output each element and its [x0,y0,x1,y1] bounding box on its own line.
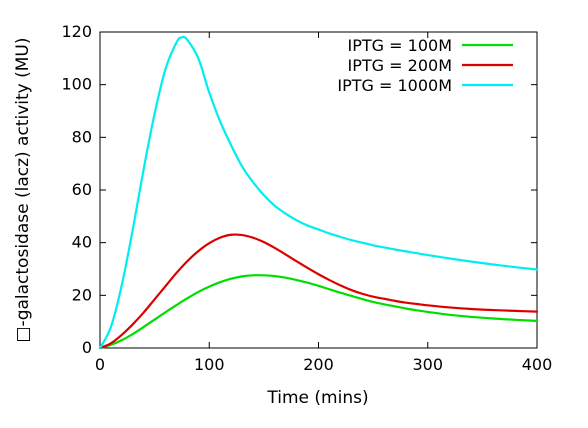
y-tick-label: 60 [72,180,92,199]
y-tick-label: 40 [72,233,92,252]
y-tick-label: 0 [82,338,92,357]
x-tick-label: 200 [303,355,334,374]
legend-label-1: IPTG = 100M [348,36,452,55]
series-line-1 [98,274,539,350]
x-axis-label: Time (mins) [266,388,368,408]
plot-area [99,31,538,349]
y-tick-label: 100 [61,75,92,94]
x-tick-label: 0 [95,355,105,374]
x-tick-label: 100 [194,355,225,374]
x-tick-label: 300 [412,355,443,374]
x-tick-label: 400 [522,355,553,374]
series-line-2 [98,233,539,350]
series-layer [98,35,539,350]
series-line-3 [98,35,539,350]
legend-label-2: IPTG = 200M [348,56,452,75]
axes: 0 100 200 300 400 0 20 40 60 80 100 120 [61,22,552,374]
legend-label-3: IPTG = 1000M [337,76,452,95]
plot-frame [99,31,538,349]
y-tick-label: 20 [72,285,92,304]
y-tick-label: 120 [61,22,92,41]
y-tick-label: 80 [72,127,92,146]
y-axis-label: □-galactosidase (lacz) activity (MU) [13,38,33,343]
